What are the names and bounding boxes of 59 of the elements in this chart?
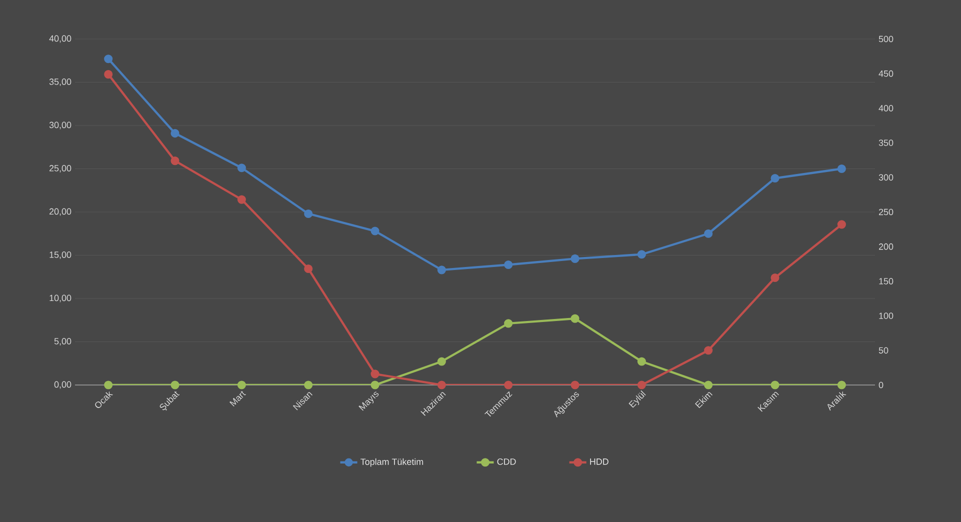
point: [104, 380, 113, 390]
y-tick-label: 5,00: [54, 338, 72, 346]
point: [837, 380, 846, 390]
point: [304, 380, 313, 390]
point: [504, 380, 513, 390]
y2-tick-label: 150: [879, 278, 894, 284]
point: [637, 250, 646, 259]
y-tick-label: 10,00: [50, 294, 72, 302]
point: [170, 380, 180, 390]
point: [770, 380, 780, 390]
y-tick-label: 35,00: [49, 78, 72, 86]
point: [770, 174, 780, 183]
y-tick-label: 30,00: [49, 122, 72, 130]
point: [437, 266, 446, 274]
point: [837, 220, 846, 229]
y2-tick-label: 200: [878, 243, 894, 250]
point: [370, 380, 380, 390]
point: [304, 264, 313, 274]
point: [437, 380, 446, 390]
y-tick-label: 15,00: [50, 252, 72, 259]
point: [637, 380, 646, 390]
point: [437, 357, 446, 366]
point: [370, 226, 380, 236]
point: [570, 380, 580, 390]
point: [637, 357, 646, 366]
y2-tick-label: 0: [878, 382, 884, 388]
point: [770, 273, 780, 282]
point: [704, 346, 713, 355]
point: [570, 254, 580, 263]
point: [704, 229, 713, 238]
point: [370, 370, 380, 378]
legend-label: Toplam Tüketim: [360, 458, 424, 467]
point: [170, 129, 180, 138]
point: [504, 260, 513, 270]
point: [104, 70, 113, 79]
point: [237, 195, 246, 204]
y2-tick-label: 250: [878, 208, 894, 216]
point: [104, 54, 113, 64]
point: [504, 319, 513, 328]
y2-tick-label: 400: [878, 105, 894, 112]
point: [570, 314, 580, 323]
y2-tick-label: 300: [878, 174, 894, 181]
point: [304, 209, 313, 218]
y2-tick-label: 450: [878, 70, 894, 77]
point: [837, 164, 846, 174]
y2-tick-label: 50: [878, 347, 888, 354]
y2-tick-label: 350: [878, 140, 894, 146]
legend-label: HDD: [590, 458, 608, 465]
point: [237, 164, 246, 172]
legend-label: CDD: [497, 458, 516, 465]
y-tick-label: 20,00: [49, 208, 72, 216]
y-tick-label: 0,00: [54, 381, 72, 389]
point: [704, 380, 713, 390]
y-tick-label: 25,00: [49, 165, 72, 172]
y2-tick-label: 100: [879, 312, 894, 319]
y2-tick-label: 500: [878, 36, 894, 42]
point: [170, 156, 180, 166]
point: [237, 380, 246, 390]
y-tick-label: 40,00: [49, 35, 72, 43]
